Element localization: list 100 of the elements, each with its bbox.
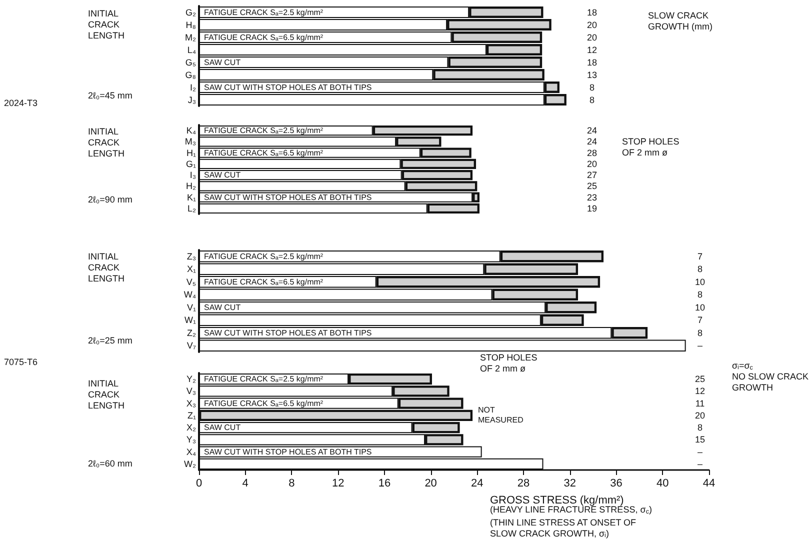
annotation: FATIGUE CRACK Sₐ=2.5 kg/mm² [204, 374, 324, 384]
annotation: SAW CUT [204, 423, 241, 432]
annotation: 15 [694, 434, 706, 445]
annotation: – [697, 458, 703, 469]
y-tick-label: Z₁ [187, 410, 196, 420]
annotation: 24 [586, 126, 598, 136]
annotation: 20 [694, 410, 706, 420]
y-tick-label: W₂ [184, 458, 196, 469]
text: 2ℓ₀=60 mm [88, 458, 132, 468]
y-tick-label: I₃ [190, 170, 196, 180]
y-tick-label: G₈ [185, 70, 196, 80]
x-tick-label: 4 [242, 478, 248, 490]
annotation: 25 [694, 374, 706, 384]
y-tick-label: W₄ [184, 290, 196, 300]
y-tick-label: M₃ [184, 136, 196, 147]
text: 2024-T3 [4, 98, 38, 108]
annotation: 8 [697, 290, 703, 300]
annotation: SLOW CRACK GROWTH (mm) [648, 10, 712, 32]
annotation: STOP HOLES OF 2 mm ø [622, 136, 680, 158]
y-tick-label: G₅ [185, 57, 196, 68]
y-tick-label: H₁ [186, 148, 196, 158]
annotation: 27 [586, 170, 598, 180]
annotation: FATIGUE CRACK Sₐ=6.5 kg/mm² [204, 277, 324, 286]
annotation: SAW CUT [204, 302, 241, 312]
y-tick-label: M₂ [185, 32, 196, 42]
annotation: FATIGUE CRACK Sₐ=2.5 kg/mm² [204, 252, 324, 261]
annotation: 8 [697, 328, 703, 338]
y-tick-label: G₁ [186, 158, 196, 169]
annotation: – [697, 340, 703, 351]
y-tick-label: K₁ [186, 192, 196, 202]
annotation: 8 [697, 264, 703, 274]
annotation: SAW CUT WITH STOP HOLES AT BOTH TIPS [204, 192, 372, 202]
y-tick-label: W₁ [184, 315, 196, 326]
x-tick-label: 40 [656, 478, 669, 490]
y-tick-label: J₃ [188, 94, 196, 105]
annotation: SAW CUT [204, 58, 241, 67]
y-tick-label: K₄ [186, 126, 196, 136]
x-axis-title: GROSS STRESS (kg/mm²) [490, 494, 624, 506]
x-tick-label: 36 [610, 478, 622, 490]
annotation: NOT MEASURED [478, 406, 524, 424]
text: 2ℓ₀=90 mm [88, 194, 132, 204]
annotation: 13 [586, 70, 598, 80]
annotation: FATIGUE CRACK Sₐ=2.5 kg/mm² [204, 126, 324, 136]
x-tick-label: 44 [702, 478, 716, 490]
y-tick-label: Y₂ [186, 374, 197, 384]
text: 7075-T6 [4, 357, 38, 367]
annotation: SAW CUT WITH STOP HOLES AT BOTH TIPS [204, 82, 372, 92]
y-tick-label: L₂ [188, 203, 197, 214]
annotation: FATIGUE CRACK Sₐ=2.5 kg/mm² [204, 8, 324, 17]
annotation: FATIGUE CRACK Sₐ=6.5 kg/mm² [204, 148, 324, 158]
annotation: 18 [586, 57, 598, 68]
annotation: – [697, 446, 703, 457]
text: 2ℓ₀=25 mm [88, 336, 132, 346]
x-tick-label: 32 [564, 478, 576, 490]
y-tick-label: V₇ [186, 340, 196, 351]
annotation: 19 [586, 203, 598, 214]
annotation: 7 [697, 315, 703, 326]
text: INITIAL CRACK LENGTH [88, 126, 125, 158]
annotation: 25 [586, 181, 598, 192]
annotation: 8 [589, 94, 595, 105]
x-tick-label: 20 [424, 478, 437, 490]
annotation: 12 [586, 44, 598, 55]
y-tick-label: Z₂ [187, 328, 196, 338]
y-tick-label: I₂ [190, 82, 196, 92]
x-tick-label: 12 [332, 478, 344, 490]
annotation: 20 [586, 32, 598, 42]
annotation: SAW CUT WITH STOP HOLES AT BOTH TIPS [204, 328, 372, 338]
annotation: FATIGUE CRACK Sₐ=6.5 kg/mm² [204, 32, 324, 42]
annotation: 20 [586, 20, 598, 30]
y-tick-label: V₅ [186, 276, 196, 287]
annotation: 24 [586, 136, 598, 147]
y-tick-label: G₂ [186, 7, 196, 18]
annotation: 10 [694, 276, 706, 287]
y-tick-label: Y₃ [186, 434, 196, 445]
annotation: 23 [586, 192, 598, 202]
y-tick-label: X₄ [186, 446, 196, 457]
y-tick-label: L₄ [187, 44, 196, 55]
y-tick-label: X₃ [186, 398, 196, 408]
text: INITIAL CRACK LENGTH [88, 378, 125, 410]
y-tick-label: Z₃ [186, 251, 196, 262]
annotation: 28 [586, 148, 598, 158]
x-tick-label: 0 [196, 478, 202, 490]
y-tick-label: H₈ [186, 20, 196, 30]
text: (THIN LINE STRESS AT ONSET OF SLOW CRACK GROWTH, σᵢ) [490, 518, 637, 538]
y-tick-label: X₁ [186, 264, 196, 274]
annotation: SAW CUT [204, 170, 241, 180]
y-tick-label: H₂ [186, 181, 196, 192]
annotation: FATIGUE CRACK Sₐ=6.5 kg/mm² [204, 398, 324, 408]
y-tick-label: X₂ [186, 422, 197, 433]
x-tick-label: 16 [378, 478, 391, 490]
text: INITIAL CRACK LENGTH [88, 252, 125, 284]
x-tick-label: 8 [288, 478, 295, 490]
annotation: SAW CUT WITH STOP HOLES AT BOTH TIPS [204, 447, 372, 456]
annotation: 8 [697, 422, 703, 433]
annotation: 7 [697, 251, 703, 262]
annotation: 12 [694, 386, 706, 396]
annotation: 10 [694, 302, 706, 312]
y-tick-label: V₁ [186, 302, 196, 312]
y-tick-label: V₃ [186, 386, 196, 396]
x-tick-label: 24 [471, 478, 484, 490]
